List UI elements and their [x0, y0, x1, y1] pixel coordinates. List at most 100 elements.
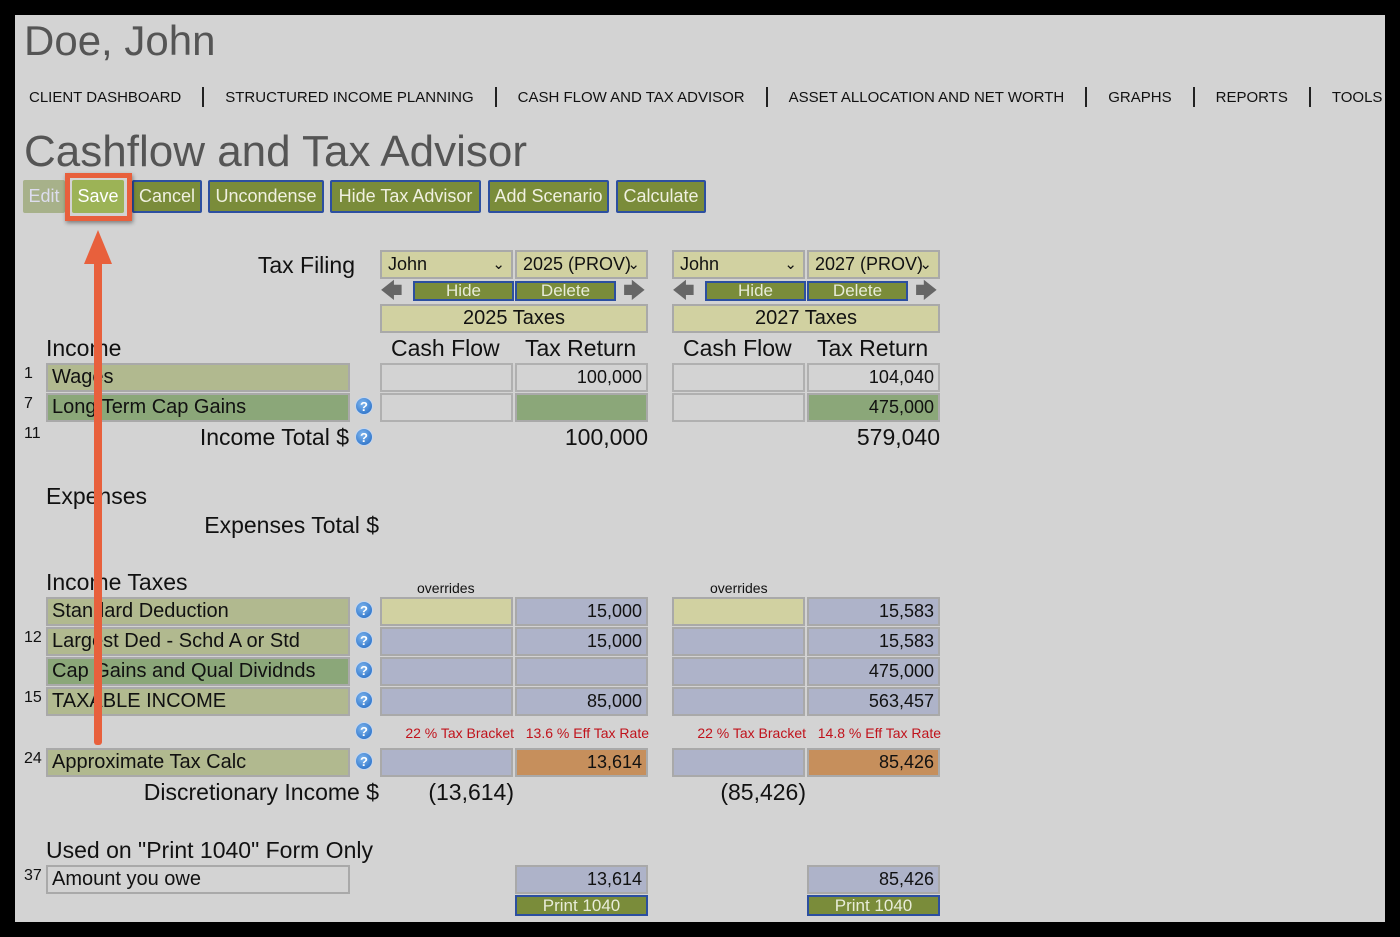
- ltcg-cash-flow-1[interactable]: [380, 393, 513, 422]
- main-nav: CLIENT DASHBOARD STRUCTURED INCOME PLANN…: [29, 87, 1382, 107]
- print-1040-button-2[interactable]: Print 1040: [807, 895, 940, 916]
- line-number: 24: [24, 750, 42, 767]
- annotation-arrow-icon: [84, 230, 112, 745]
- year-select-2[interactable]: 2027 (PROV) ⌄: [807, 250, 940, 279]
- chevron-down-icon: ⌄: [919, 256, 932, 273]
- delete-scenario-button-2[interactable]: Delete: [807, 281, 908, 301]
- eff-tax-rate-1: 13.6 % Eff Tax Rate: [525, 725, 649, 741]
- expenses-total-label: Expenses Total $: [204, 512, 379, 538]
- nav-divider: [494, 87, 497, 107]
- wages-tax-return-1[interactable]: 100,000: [515, 363, 648, 392]
- help-icon[interactable]: ?: [355, 722, 373, 740]
- cancel-button[interactable]: Cancel: [132, 180, 202, 213]
- taxable-value-2: 563,457: [807, 687, 940, 716]
- nav-divider: [1085, 87, 1088, 107]
- hide-scenario-button-2[interactable]: Hide: [705, 281, 806, 301]
- amount-owe-1: 13,614: [515, 865, 648, 894]
- line-number: 12: [24, 629, 42, 646]
- hide-scenario-button-1[interactable]: Hide: [413, 281, 514, 301]
- help-icon[interactable]: ?: [355, 631, 373, 649]
- line-number: 7: [24, 395, 33, 412]
- income-total-2: 579,040: [856, 424, 940, 450]
- std-ded-override-2[interactable]: [672, 597, 805, 626]
- uncondense-button[interactable]: Uncondense: [208, 180, 324, 213]
- line-number: 11: [24, 425, 41, 442]
- hide-tax-advisor-button[interactable]: Hide Tax Advisor: [330, 180, 481, 213]
- discretionary-income-2: (85,426): [720, 779, 806, 805]
- largest-ded-cash-flow-1: [380, 627, 513, 656]
- nav-cash-flow-tax[interactable]: CASH FLOW AND TAX ADVISOR: [517, 88, 745, 106]
- page: Doe, John CLIENT DASHBOARD STRUCTURED IN…: [15, 15, 1385, 922]
- add-scenario-button[interactable]: Add Scenario: [488, 180, 609, 213]
- tax-return-header: Tax Return: [525, 335, 637, 361]
- line-number: 15: [24, 689, 42, 706]
- ltcg-tax-return-2[interactable]: 475,000: [807, 393, 940, 422]
- approx-tax-value-2: 85,426: [807, 748, 940, 777]
- cap-gains-cash-flow-2: [672, 657, 805, 686]
- person-select-2[interactable]: John ⌄: [672, 250, 805, 279]
- person-select-1[interactable]: John ⌄: [380, 250, 513, 279]
- next-arrow-icon[interactable]: 🡆: [915, 278, 938, 303]
- help-icon[interactable]: ?: [355, 601, 373, 619]
- next-arrow-icon[interactable]: 🡆: [623, 278, 646, 303]
- help-icon[interactable]: ?: [355, 661, 373, 679]
- nav-reports[interactable]: REPORTS: [1215, 88, 1288, 106]
- tax-return-header: Tax Return: [817, 335, 929, 361]
- nav-divider: [1192, 87, 1195, 107]
- nav-structured-income[interactable]: STRUCTURED INCOME PLANNING: [225, 88, 474, 106]
- income-total-label: Income Total $: [199, 424, 349, 450]
- nav-graphs[interactable]: GRAPHS: [1108, 88, 1172, 106]
- taxable-cash-flow-2: [672, 687, 805, 716]
- std-ded-override-1[interactable]: [380, 597, 513, 626]
- ltcg-cash-flow-2[interactable]: [672, 393, 805, 422]
- client-name: Doe, John: [24, 17, 216, 64]
- amount-owe-2: 85,426: [807, 865, 940, 894]
- print-only-section-title: Used on "Print 1040" Form Only: [46, 837, 373, 863]
- nav-asset-allocation[interactable]: ASSET ALLOCATION AND NET WORTH: [788, 88, 1065, 106]
- line-number: 1: [24, 365, 33, 382]
- chevron-down-icon: ⌄: [492, 256, 505, 273]
- std-ded-value-2: 15,583: [807, 597, 940, 626]
- calculate-button[interactable]: Calculate: [616, 180, 706, 213]
- chevron-down-icon: ⌄: [627, 256, 640, 273]
- tax-bracket-1: 22 % Tax Bracket: [405, 725, 514, 741]
- select-value: 2027 (PROV): [815, 254, 924, 274]
- income-total-1: 100,000: [564, 424, 648, 450]
- nav-client-dashboard[interactable]: CLIENT DASHBOARD: [29, 88, 182, 106]
- largest-ded-value-1: 15,000: [515, 627, 648, 656]
- wages-tax-return-2[interactable]: 104,040: [807, 363, 940, 392]
- help-icon[interactable]: ?: [355, 752, 373, 770]
- select-value: John: [680, 254, 720, 274]
- ltcg-tax-return-1[interactable]: [515, 393, 648, 422]
- std-ded-value-1: 15,000: [515, 597, 648, 626]
- nav-tools[interactable]: TOOLS: [1331, 88, 1383, 106]
- year-select-1[interactable]: 2025 (PROV) ⌄: [515, 250, 648, 279]
- wages-cash-flow-2[interactable]: [672, 363, 805, 392]
- save-button[interactable]: Save: [72, 180, 124, 213]
- select-value: 2025 (PROV): [523, 254, 632, 274]
- largest-ded-cash-flow-2: [672, 627, 805, 656]
- delete-scenario-button-1[interactable]: Delete: [515, 281, 616, 301]
- page-title: Cashflow and Tax Advisor: [24, 127, 528, 176]
- cap-gains-value-1: [515, 657, 648, 686]
- cap-gains-cash-flow-1: [380, 657, 513, 686]
- wages-cash-flow-1[interactable]: [380, 363, 513, 392]
- prev-arrow-icon[interactable]: 🡄: [672, 278, 695, 303]
- help-icon[interactable]: ?: [355, 691, 373, 709]
- chevron-down-icon: ⌄: [784, 256, 797, 273]
- print-1040-button-1[interactable]: Print 1040: [515, 895, 648, 916]
- approx-tax-label: Approximate Tax Calc: [46, 748, 350, 777]
- income-section-title: Income: [46, 335, 122, 361]
- select-value: John: [388, 254, 428, 274]
- nav-divider: [202, 87, 205, 107]
- edit-button[interactable]: Edit: [23, 180, 65, 213]
- income-taxes-section-title: Income Taxes: [46, 569, 188, 595]
- approx-tax-value-1: 13,614: [515, 748, 648, 777]
- scenario-header-1: 2025 Taxes: [380, 304, 648, 333]
- help-icon[interactable]: ?: [355, 397, 373, 415]
- approx-tax-cash-flow-1: [380, 748, 513, 777]
- eff-tax-rate-2: 14.8 % Eff Tax Rate: [817, 725, 941, 741]
- help-icon[interactable]: ?: [355, 428, 373, 446]
- prev-arrow-icon[interactable]: 🡄: [380, 278, 403, 303]
- largest-ded-value-2: 15,583: [807, 627, 940, 656]
